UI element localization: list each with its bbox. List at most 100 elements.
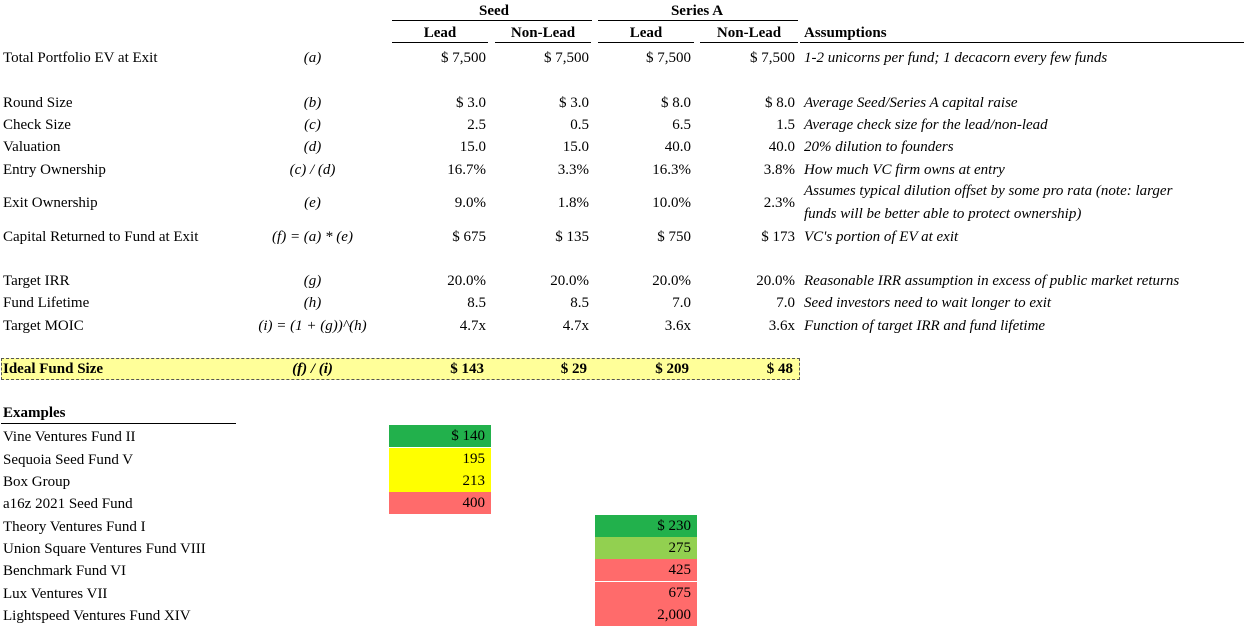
value-seriesa-lead: 7.0 — [672, 295, 691, 311]
row-label: Round Size — [3, 95, 73, 111]
value-seed-non-lead: 1.8% — [557, 195, 589, 211]
value-seed-non-lead: 4.7x — [562, 318, 589, 334]
value-seriesa-non-lead: 7.0 — [776, 295, 795, 311]
value-seed-lead: 9.0% — [454, 195, 486, 211]
ideal-seriesa-lead: $ 209 — [655, 361, 689, 377]
ideal-seed-lead: $ 143 — [450, 361, 484, 377]
row-formula: (b) — [303, 95, 322, 111]
value-seed-lead: 8.5 — [467, 295, 486, 311]
ideal-fund-size-highlight — [1, 358, 800, 380]
value-seriesa-non-lead: $ 173 — [761, 229, 795, 245]
row-label: Capital Returned to Fund at Exit — [3, 229, 199, 245]
example-name: Lux Ventures VII — [3, 586, 108, 602]
row-label: Check Size — [3, 117, 71, 133]
example-name: Sequoia Seed Fund V — [3, 452, 134, 468]
group-underline-seed — [392, 20, 592, 21]
value-seed-lead: 16.7% — [447, 162, 486, 178]
col-underline — [598, 42, 694, 43]
value-seriesa-non-lead: 3.8% — [763, 162, 795, 178]
value-seriesa-lead: $ 750 — [657, 229, 691, 245]
col-header-seriesa-lead: Lead — [629, 25, 663, 41]
example-name: Box Group — [3, 474, 71, 490]
ideal-formula: (f) / (i) — [292, 361, 333, 377]
value-seed-non-lead: $ 3.0 — [559, 95, 589, 111]
col-header-assumptions: Assumptions — [804, 25, 887, 41]
row-formula: (i) = (1 + (g))^(h) — [258, 318, 367, 334]
row-formula: (d) — [303, 139, 322, 155]
ideal-label: Ideal Fund Size — [3, 361, 104, 377]
col-underline — [700, 42, 798, 43]
value-seed-lead: 4.7x — [459, 318, 486, 334]
example-value-cell: 213 — [389, 470, 491, 492]
value-seed-non-lead: $ 135 — [555, 229, 589, 245]
value-seriesa-lead: 10.0% — [652, 195, 691, 211]
col-header-seriesa-non-lead: Non-Lead — [716, 25, 782, 41]
value-seriesa-lead: 20.0% — [652, 273, 691, 289]
group-header-seed: Seed — [479, 3, 509, 19]
value-seriesa-lead: 3.6x — [664, 318, 691, 334]
example-value-cell: 425 — [595, 559, 697, 581]
example-value-cell: 2,000 — [595, 604, 697, 626]
row-assumption: VC's portion of EV at exit — [804, 229, 959, 245]
example-name: Theory Ventures Fund I — [3, 519, 146, 535]
example-name: Vine Ventures Fund II — [3, 429, 136, 445]
row-formula: (g) — [303, 273, 322, 289]
value-seriesa-lead: $ 8.0 — [661, 95, 691, 111]
examples-title: Examples — [3, 405, 66, 421]
row-formula: (a) — [303, 50, 322, 66]
example-value-cell: 275 — [595, 537, 697, 559]
row-formula: (c) — [304, 117, 321, 133]
value-seed-non-lead: 15.0 — [562, 139, 589, 155]
value-seriesa-lead: 40.0 — [664, 139, 691, 155]
col-underline — [495, 42, 591, 43]
row-label: Total Portfolio EV at Exit — [3, 50, 158, 66]
row-assumption: 20% dilution to founders — [804, 139, 954, 155]
value-seriesa-non-lead: $ 7,500 — [750, 50, 795, 66]
value-seed-lead: $ 675 — [452, 229, 486, 245]
value-seed-non-lead: $ 7,500 — [544, 50, 589, 66]
value-seed-lead: $ 3.0 — [456, 95, 486, 111]
col-underline — [392, 42, 488, 43]
ideal-seed-non-lead: $ 29 — [560, 361, 587, 377]
row-assumption: Function of target IRR and fund lifetime — [804, 318, 1046, 334]
value-seriesa-non-lead: $ 8.0 — [765, 95, 795, 111]
col-header-seed-lead: Lead — [423, 25, 457, 41]
example-value-cell: 400 — [389, 492, 491, 514]
row-label: Valuation — [3, 139, 61, 155]
value-seed-non-lead: 3.3% — [557, 162, 589, 178]
example-value-cell: 195 — [389, 448, 491, 470]
row-label: Entry Ownership — [3, 162, 106, 178]
value-seed-lead: $ 7,500 — [441, 50, 486, 66]
value-seed-non-lead: 8.5 — [570, 295, 589, 311]
value-seed-lead: 15.0 — [459, 139, 486, 155]
value-seriesa-lead: $ 7,500 — [646, 50, 691, 66]
row-assumption: 1-2 unicorns per fund; 1 decacorn every … — [804, 50, 1108, 66]
assumptions-underline — [800, 42, 1244, 43]
value-seriesa-lead: 6.5 — [672, 117, 691, 133]
examples-underline — [1, 423, 236, 424]
example-name: a16z 2021 Seed Fund — [3, 496, 133, 512]
row-label: Target IRR — [3, 273, 70, 289]
example-value-cell: 675 — [595, 582, 697, 604]
row-assumption: Average Seed/Series A capital raise — [804, 95, 1018, 111]
value-seriesa-non-lead: 40.0 — [768, 139, 795, 155]
row-assumption-continued: funds will be better able to protect own… — [804, 206, 1082, 222]
row-formula: (h) — [303, 295, 322, 311]
value-seriesa-non-lead: 3.6x — [768, 318, 795, 334]
row-label: Fund Lifetime — [3, 295, 90, 311]
row-assumption: How much VC firm owns at entry — [804, 162, 1005, 178]
ideal-seriesa-non-lead: $ 48 — [766, 361, 793, 377]
row-formula: (c) / (d) — [289, 162, 336, 178]
value-seriesa-non-lead: 1.5 — [776, 117, 795, 133]
example-value-cell: $ 140 — [389, 425, 491, 447]
example-name: Lightspeed Ventures Fund XIV — [3, 608, 191, 624]
row-assumption: Average check size for the lead/non-lead — [804, 117, 1048, 133]
row-formula: (f) = (a) * (e) — [272, 229, 353, 245]
example-name: Union Square Ventures Fund VIII — [3, 541, 206, 557]
col-header-seed-non-lead: Non-Lead — [510, 25, 576, 41]
row-assumption: Reasonable IRR assumption in excess of p… — [804, 273, 1180, 289]
row-label: Target MOIC — [3, 318, 84, 334]
value-seed-non-lead: 0.5 — [570, 117, 589, 133]
value-seed-lead: 2.5 — [467, 117, 486, 133]
row-assumption: Seed investors need to wait longer to ex… — [804, 295, 1052, 311]
